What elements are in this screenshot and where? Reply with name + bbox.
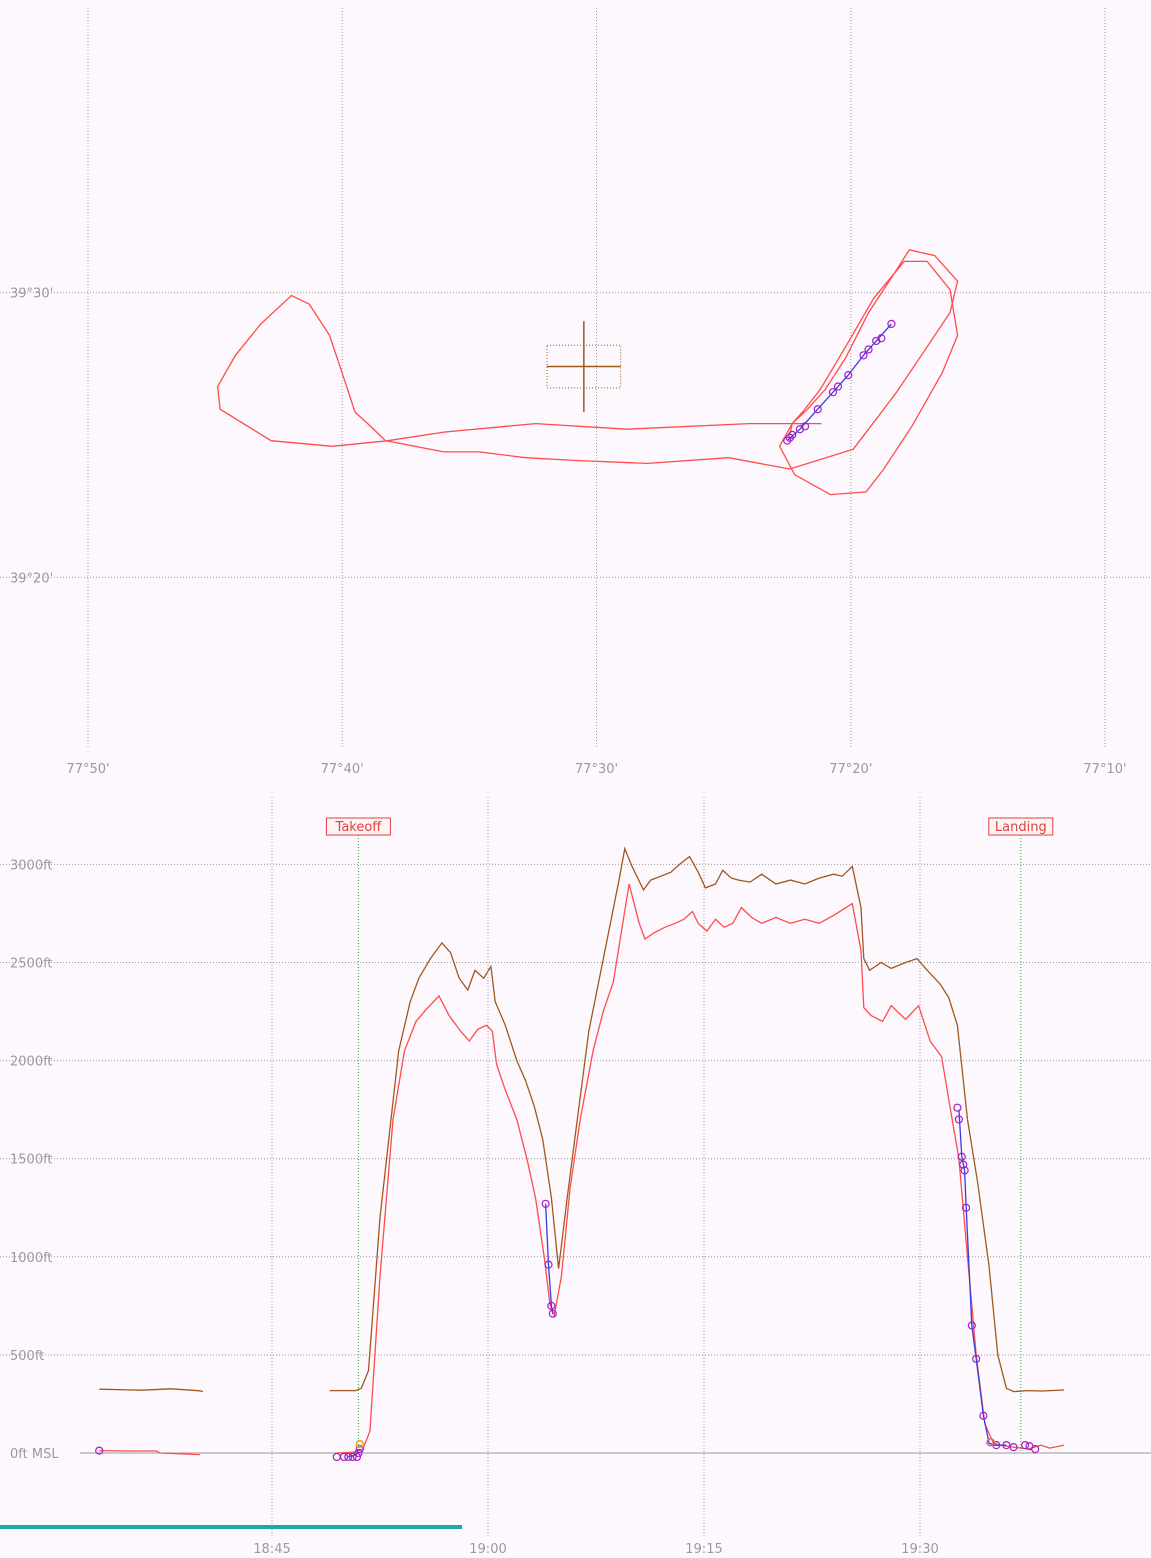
x-tick-label: 77°30' [575,762,618,777]
y-tick-label: 0ft MSL [10,1447,59,1462]
x-tick-label: 77°50' [66,762,109,777]
map-chart: 77°50' 77°40' 77°30' 77°20' 77°10' 39°30' 39°2… [0,8,1151,777]
event-label-box [988,817,1054,836]
track-waypoint [788,430,797,439]
track-waypoint [828,388,838,397]
y-tick-label: 1000ft [10,1251,53,1266]
altitude-waypoint [1009,1443,1018,1452]
track-waypoint [887,319,896,328]
altitude-waypoint [959,1160,968,1169]
track-line [217,249,959,496]
altitude-waypoint [352,1452,362,1462]
altitude-waypoint [541,1199,550,1208]
y-tick-label: 3000ft [10,858,53,873]
event-label: Takeoff [335,820,383,835]
x-tick-label: 19:15 [685,1542,722,1557]
altitude-waypoint [961,1203,971,1212]
altitude-waypoint [354,1448,363,1458]
altitude-waypoint [95,1446,104,1455]
altitude-waypoint [960,1166,969,1175]
y-tick-label: 2000ft [10,1055,53,1070]
altitude-waypoint [339,1452,349,1462]
y-tick-label: 2500ft [10,957,53,972]
highlight-point [986,1437,995,1447]
track-waypoint [813,405,822,414]
y-tick-label: 39°20' [10,571,53,586]
altitude-chart: 18:45 19:00 19:15 19:30 3000ft 2500ft 2000ft 15… [0,797,1151,1557]
x-tick-label: 18:45 [253,1542,290,1557]
altitude-waypoint [1002,1441,1011,1450]
altitude-waypoint [547,1301,556,1310]
event-label-box [325,817,391,836]
y-tick-label: 39°30' [10,287,53,302]
altitude-waypoint [344,1452,353,1462]
altitude-waypoint [954,1115,963,1124]
altitude-waypoint [1031,1444,1040,1454]
highlight-point [355,1439,365,1449]
track-waypoint [864,345,873,354]
x-tick-label: 19:30 [901,1542,938,1557]
y-tick-label: 500ft [10,1349,44,1364]
altitude-waypoint [548,1309,557,1318]
altitude-waypoint [544,1260,553,1269]
altitude-waypoint [332,1452,341,1462]
track-waypoint [859,351,868,360]
altitude-series-line [99,1388,204,1393]
altitude-series-line [958,1109,1007,1446]
x-tick-label: 77°40' [321,762,364,777]
y-tick-label: 1500ft [10,1153,53,1168]
altitude-waypoint [355,1444,364,1454]
altitude-waypoint [979,1411,988,1420]
altitude-waypoint [957,1152,966,1161]
altitude-series-line [544,1203,554,1314]
x-tick-label: 77°20' [829,762,872,777]
altitude-waypoint [348,1452,357,1462]
altitude-waypoint [953,1103,962,1112]
track-waypoint [833,382,843,391]
altitude-waypoint [1021,1441,1030,1450]
track-waypoint [844,370,853,380]
altitude-series-line [336,883,1065,1454]
time-range-bar[interactable] [0,1525,463,1529]
x-tick-label: 19:00 [469,1542,506,1557]
event-label: Landing [995,820,1047,835]
altitude-series-line [99,1449,201,1456]
track-waypoint [877,334,886,343]
track-waypoint [800,422,810,431]
altitude-series-line [329,846,1065,1393]
altitude-waypoint [967,1321,976,1330]
x-tick-label: 77°10' [1083,762,1126,777]
altitude-waypoint [972,1354,981,1363]
